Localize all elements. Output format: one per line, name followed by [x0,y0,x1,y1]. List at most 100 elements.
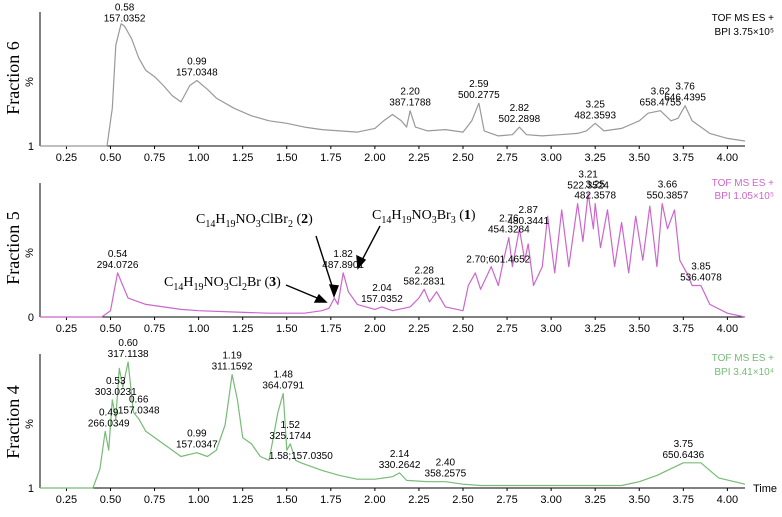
formula-part: C [164,275,173,290]
x-tick-label: 0.25 [56,494,77,506]
peak-label-time: 1.48 [273,370,293,381]
peak-label-mz: 582.2831 [403,276,445,287]
peak-label-time: 1.19 [222,351,242,362]
y-tick-label: 1 [28,141,34,153]
x-tick-label: 3.00 [540,152,561,164]
peak-label-time: 2.28 [414,265,434,276]
legend-intensity: BPI 3.75×10⁵ [715,27,774,38]
formula-part: H [391,208,401,223]
peak-label-time: 3.62 [651,87,671,98]
peak-label-time: 1.52 [281,420,301,431]
panel-title: Fraction 5 [3,211,23,285]
formula-part: 3 [256,219,261,230]
arrow-compound-3 [285,284,323,301]
peak-label-mz: 487.8901 [322,260,364,271]
x-tick-label: 3.50 [629,152,650,164]
formula-part: 2 [288,219,293,230]
formula-part: 3 [451,215,456,226]
formula-part: 14 [205,219,215,230]
peak-label-mz: 266.0349 [88,418,130,429]
x-tick-label: 2.00 [364,152,385,164]
legend-mode: TOF MS ES + [712,13,774,24]
x-tick-label: 0.50 [100,494,121,506]
formula-part: NO [411,208,431,223]
chromatogram-trace [40,192,746,318]
formula-part: 2 [242,282,247,293]
chromatogram-trace [40,361,746,489]
x-tick-label: 1.50 [276,323,297,335]
formula-part: 19 [225,219,235,230]
peak-label-mz: 157.0348 [176,67,218,78]
peak-label-time: 0.66 [129,395,149,406]
peak-label-mz: 364.0791 [262,381,304,392]
peak-label-mz: 387.1788 [389,98,431,109]
x-tick-label: 1.75 [320,323,341,335]
x-tick-label: 2.50 [452,323,473,335]
x-tick-label: 1.25 [232,494,253,506]
formula-part: 19 [193,282,203,293]
peak-label-time: 2.76 [499,214,519,225]
peak-label-mz: 480.3441 [507,216,549,227]
annotation-compound-2: C14H19NO3ClBr2 (2) [196,212,313,230]
peak-label-time: 0.58 [115,2,135,13]
legend-intensity: BPI 3.41×10⁴ [714,367,774,378]
peak-label-time: 3.66 [658,180,678,191]
x-tick-label: 3.50 [629,494,650,506]
peak-label-time: 2.20 [400,87,420,98]
peak-label-time: 3.25 [585,99,605,110]
formula-part: ) [308,212,313,227]
peak-label-mz: 650.6436 [662,450,704,461]
x-tick-label: 3.75 [673,494,694,506]
peak-label-time: 1.82 [333,249,353,260]
peak-label-time: 3.75 [674,439,694,450]
x-tick-label: 0.50 [100,152,121,164]
peak-label-mz: 522.3524 [567,181,609,192]
peak-label-time: 2.04 [372,283,392,294]
x-tick-label: 3.75 [673,323,694,335]
peak-label-mz: 317.1138 [108,349,149,360]
formula-part: C [372,208,381,223]
peak-label-mz: 502.2898 [499,114,541,125]
formula-part: 3 [269,275,276,290]
peak-label-time: 3.76 [675,82,695,93]
peak-label-mz: 157.0352 [104,13,146,24]
arrow-compound-1 [359,225,381,265]
peak-label-mz: 646.4395 [664,93,706,104]
peak-label-mz: 330.2642 [379,460,421,471]
x-tick-label: 2.25 [408,323,429,335]
annotation-compound-3: C14H19NO3Cl2Br (3) [164,275,281,293]
annotation-compound-1: C14H19NO3Br3 (1) [372,208,476,226]
y-axis-label: % [24,248,36,258]
peak-label-time: 0.49 [99,407,119,418]
formula-part: 3 [432,215,437,226]
x-tick-label: 1.75 [320,494,341,506]
peak-label-mz: 454.3284 [488,225,530,236]
formula-part: C [196,212,205,227]
x-tick-label: 1.50 [276,152,297,164]
panel-fraction-4: % 1 Fraction 4 0.25 0.50 0.75 1.00 1.25 1.50 1.75… [3,338,777,506]
arrow-compound-2 [315,235,335,293]
formula-part: ( [456,208,465,223]
y-axis-label: % [24,77,36,87]
peak-label-time: 3.21 [578,170,598,181]
peak-label-mz: 550.3857 [647,191,689,202]
peak-label-mz: 157.0348 [118,406,160,417]
x-tick-label: 2.00 [364,494,385,506]
peak-label-time: 0.60 [118,338,138,349]
y-axis-label: % [24,419,36,429]
x-tick-label: 1.00 [188,494,209,506]
panel-title: Fraction 6 [3,41,23,115]
peak-label-time: 2.87 [518,205,538,216]
peak-label-time: 0.99 [187,56,207,67]
x-tick-label: 0.75 [144,323,165,335]
peak-label-mz: 325.1744 [269,431,311,442]
x-tick-label: 3.25 [584,494,605,506]
legend-intensity: BPI 1.05×10⁵ [715,191,774,202]
formula-part: H [183,275,193,290]
x-tick-label: 3.25 [584,323,605,335]
peak-label-mz: 358.2575 [425,469,467,480]
peak-label-time: 0.99 [187,429,207,440]
x-tick-label: 1.50 [276,494,297,506]
peak-label-mz: 294.0726 [97,260,139,271]
